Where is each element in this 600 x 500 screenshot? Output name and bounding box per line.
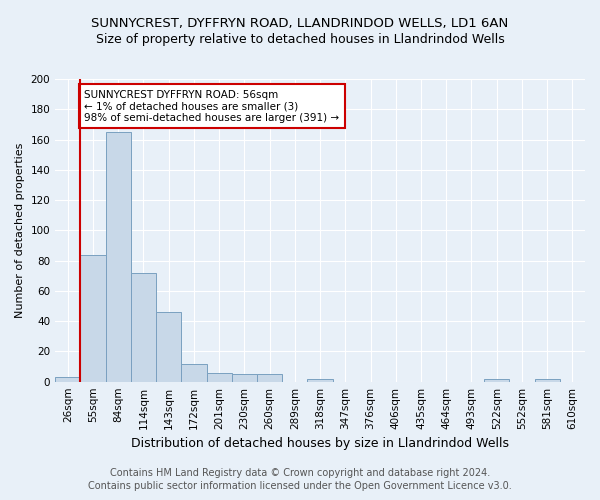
Text: SUNNYCREST, DYFFRYN ROAD, LLANDRINDOD WELLS, LD1 6AN: SUNNYCREST, DYFFRYN ROAD, LLANDRINDOD WE… xyxy=(91,18,509,30)
Bar xyxy=(257,374,282,382)
Text: Contains public sector information licensed under the Open Government Licence v3: Contains public sector information licen… xyxy=(88,481,512,491)
Bar xyxy=(232,374,257,382)
Bar xyxy=(181,364,206,382)
Bar xyxy=(131,272,156,382)
Text: Contains HM Land Registry data © Crown copyright and database right 2024.: Contains HM Land Registry data © Crown c… xyxy=(110,468,490,477)
Bar xyxy=(307,378,332,382)
Bar xyxy=(206,372,232,382)
Bar xyxy=(484,378,509,382)
Bar xyxy=(80,254,106,382)
X-axis label: Distribution of detached houses by size in Llandrindod Wells: Distribution of detached houses by size … xyxy=(131,437,509,450)
Bar xyxy=(106,132,131,382)
Bar xyxy=(156,312,181,382)
Bar xyxy=(55,377,80,382)
Bar xyxy=(535,378,560,382)
Text: Size of property relative to detached houses in Llandrindod Wells: Size of property relative to detached ho… xyxy=(95,32,505,46)
Text: SUNNYCREST DYFFRYN ROAD: 56sqm
← 1% of detached houses are smaller (3)
98% of se: SUNNYCREST DYFFRYN ROAD: 56sqm ← 1% of d… xyxy=(84,90,340,123)
Y-axis label: Number of detached properties: Number of detached properties xyxy=(15,142,25,318)
